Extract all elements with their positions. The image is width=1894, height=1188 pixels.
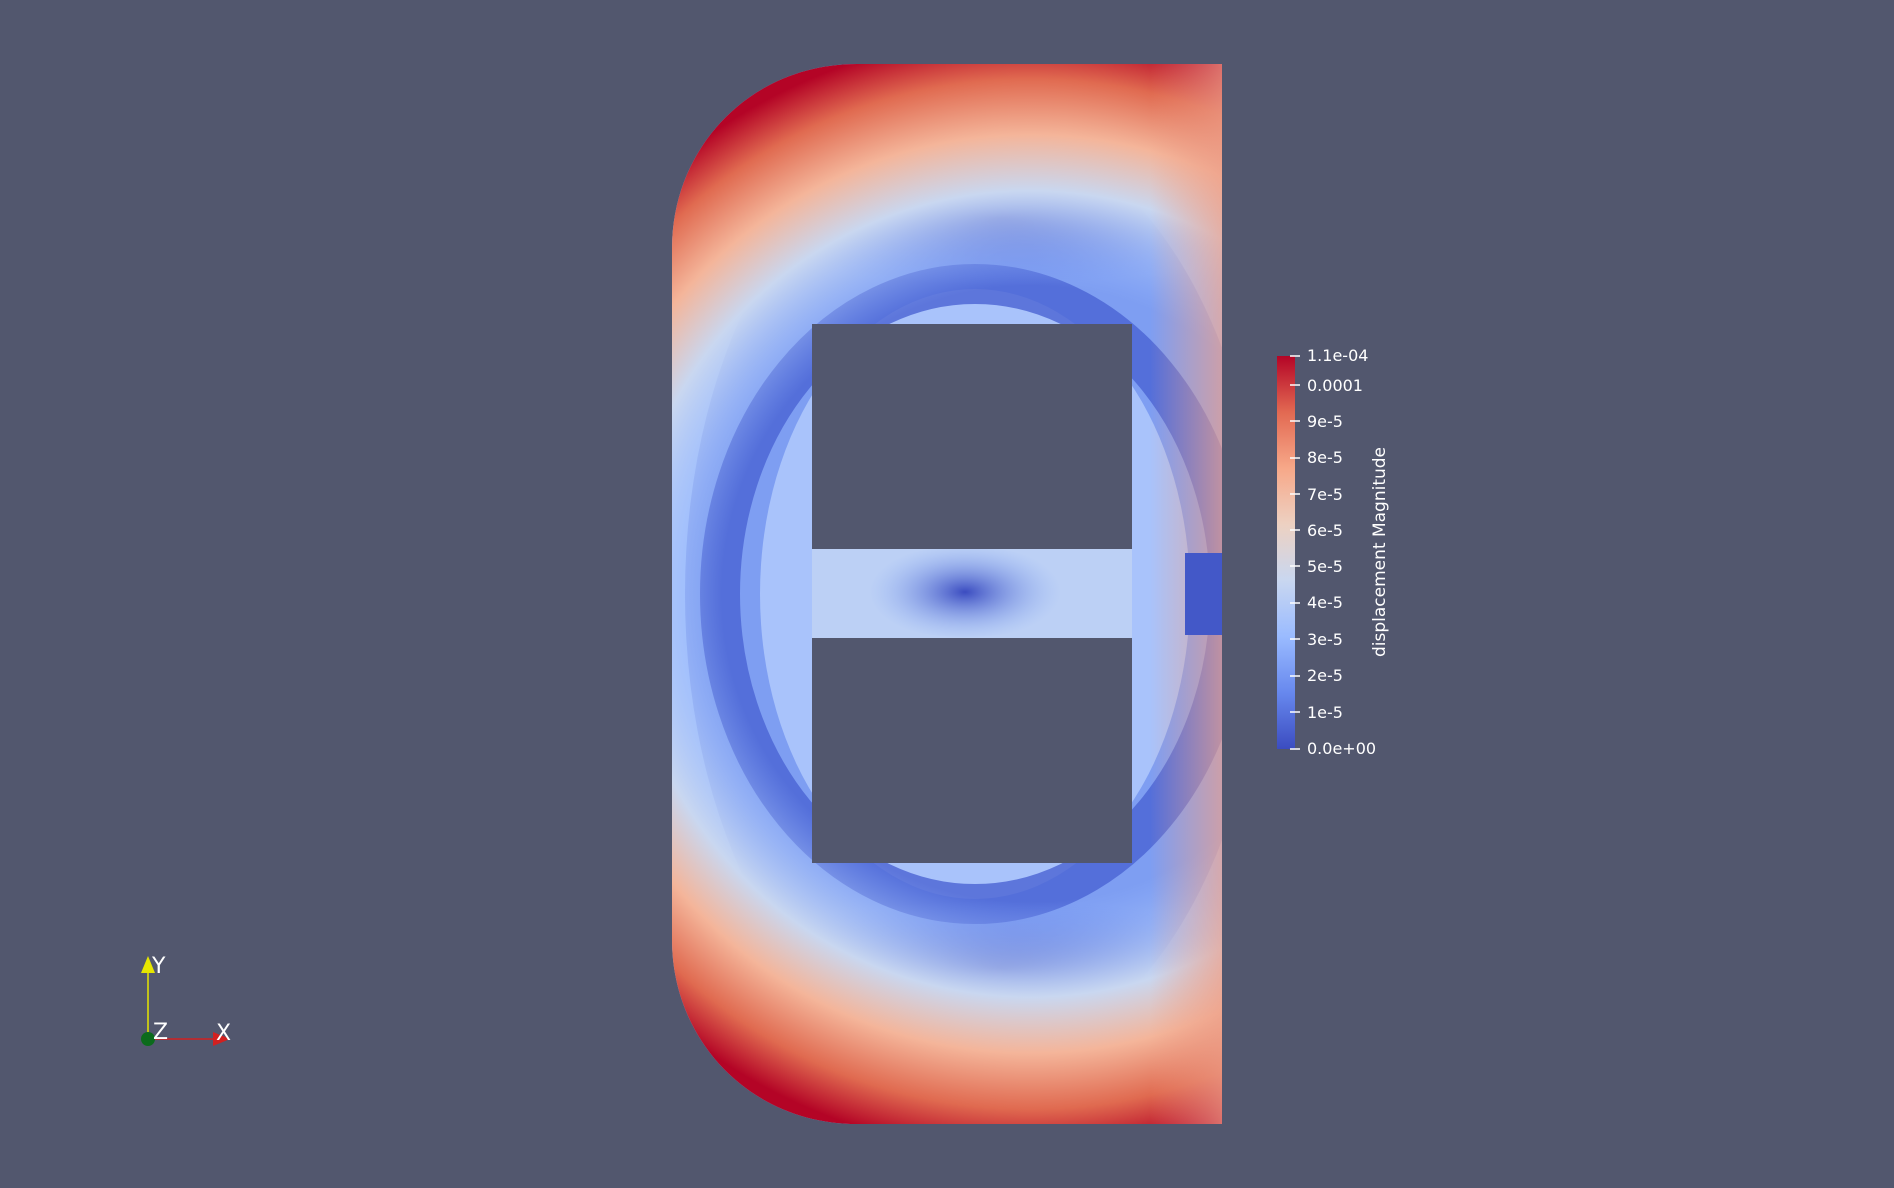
orientation-axes[interactable]: Y Z X: [141, 954, 231, 1046]
tick-label: 0.0e+00: [1307, 739, 1376, 758]
scalar-bar-gradient: [1277, 356, 1295, 749]
tick-label: 5e-5: [1307, 557, 1343, 576]
tick-label: 9e-5: [1307, 412, 1343, 431]
mesh-body: [672, 64, 1222, 1124]
tick-label: 3e-5: [1307, 630, 1343, 649]
y-axis-label: Y: [151, 954, 166, 979]
scalar-bar-ticks: [1290, 355, 1300, 750]
z-axis-label: Z: [153, 1020, 168, 1045]
x-axis-arrow: [213, 1032, 230, 1046]
upper-hole: [812, 324, 1132, 549]
x-axis-label: X: [216, 1021, 231, 1046]
tick-label: 1e-5: [1307, 703, 1343, 722]
y-axis-arrow: [141, 956, 155, 973]
tick-label: 4e-5: [1307, 593, 1343, 612]
tick-label: 7e-5: [1307, 485, 1343, 504]
tick-label: 8e-5: [1307, 448, 1343, 467]
z-axis-origin: [141, 1032, 155, 1046]
tick-label: 2e-5: [1307, 666, 1343, 685]
tick-label: 1.1e-04: [1307, 346, 1368, 365]
scalar-bar-title: displacement Magnitude: [1370, 447, 1390, 657]
tick-label: 0.0001: [1307, 376, 1363, 395]
scalar-bar[interactable]: 1.1e-04 0.0001 9e-5 8e-5 7e-5 6e-5 5e-5 …: [1277, 346, 1390, 758]
tick-label: 6e-5: [1307, 521, 1343, 540]
lower-hole: [812, 638, 1132, 863]
